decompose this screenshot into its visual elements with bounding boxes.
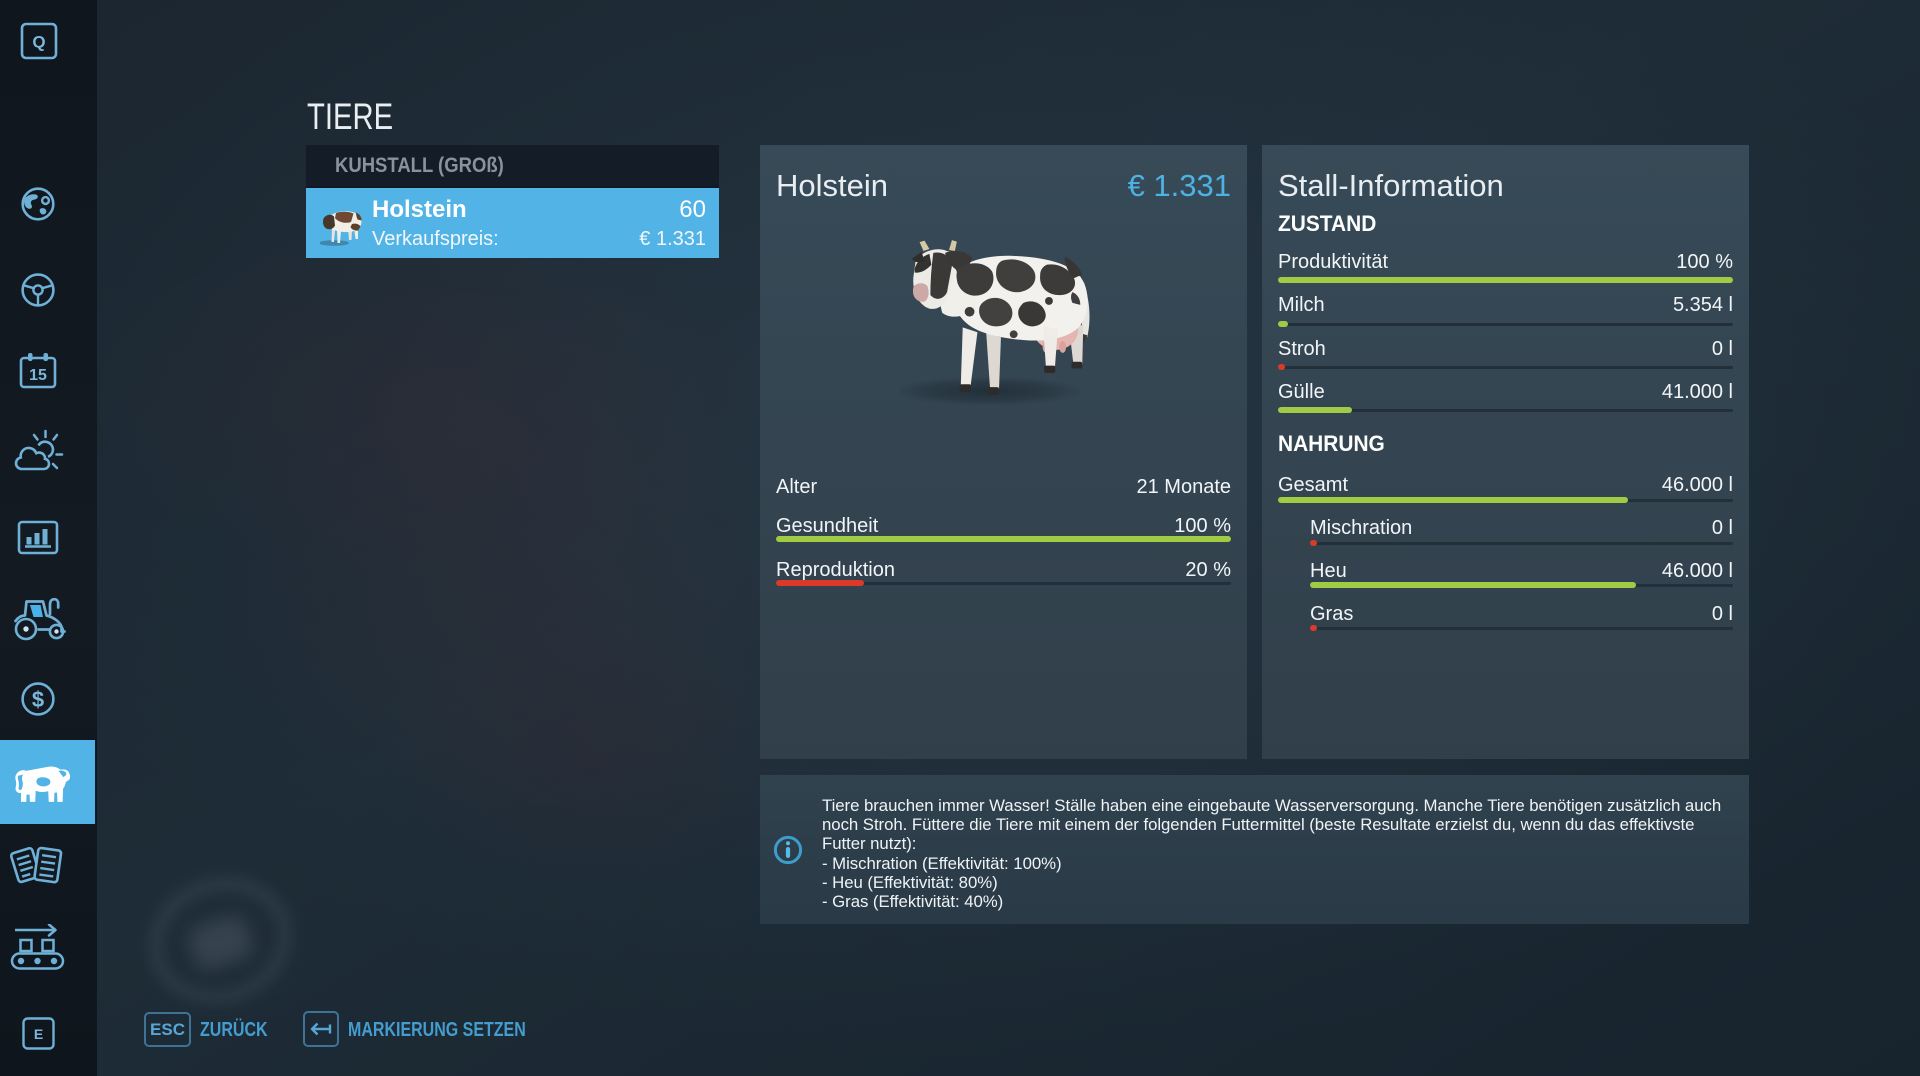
svg-text:Q: Q — [32, 33, 45, 52]
svg-text:$: $ — [32, 687, 44, 712]
svg-text:E: E — [34, 1026, 43, 1042]
svg-text:15: 15 — [29, 367, 47, 384]
